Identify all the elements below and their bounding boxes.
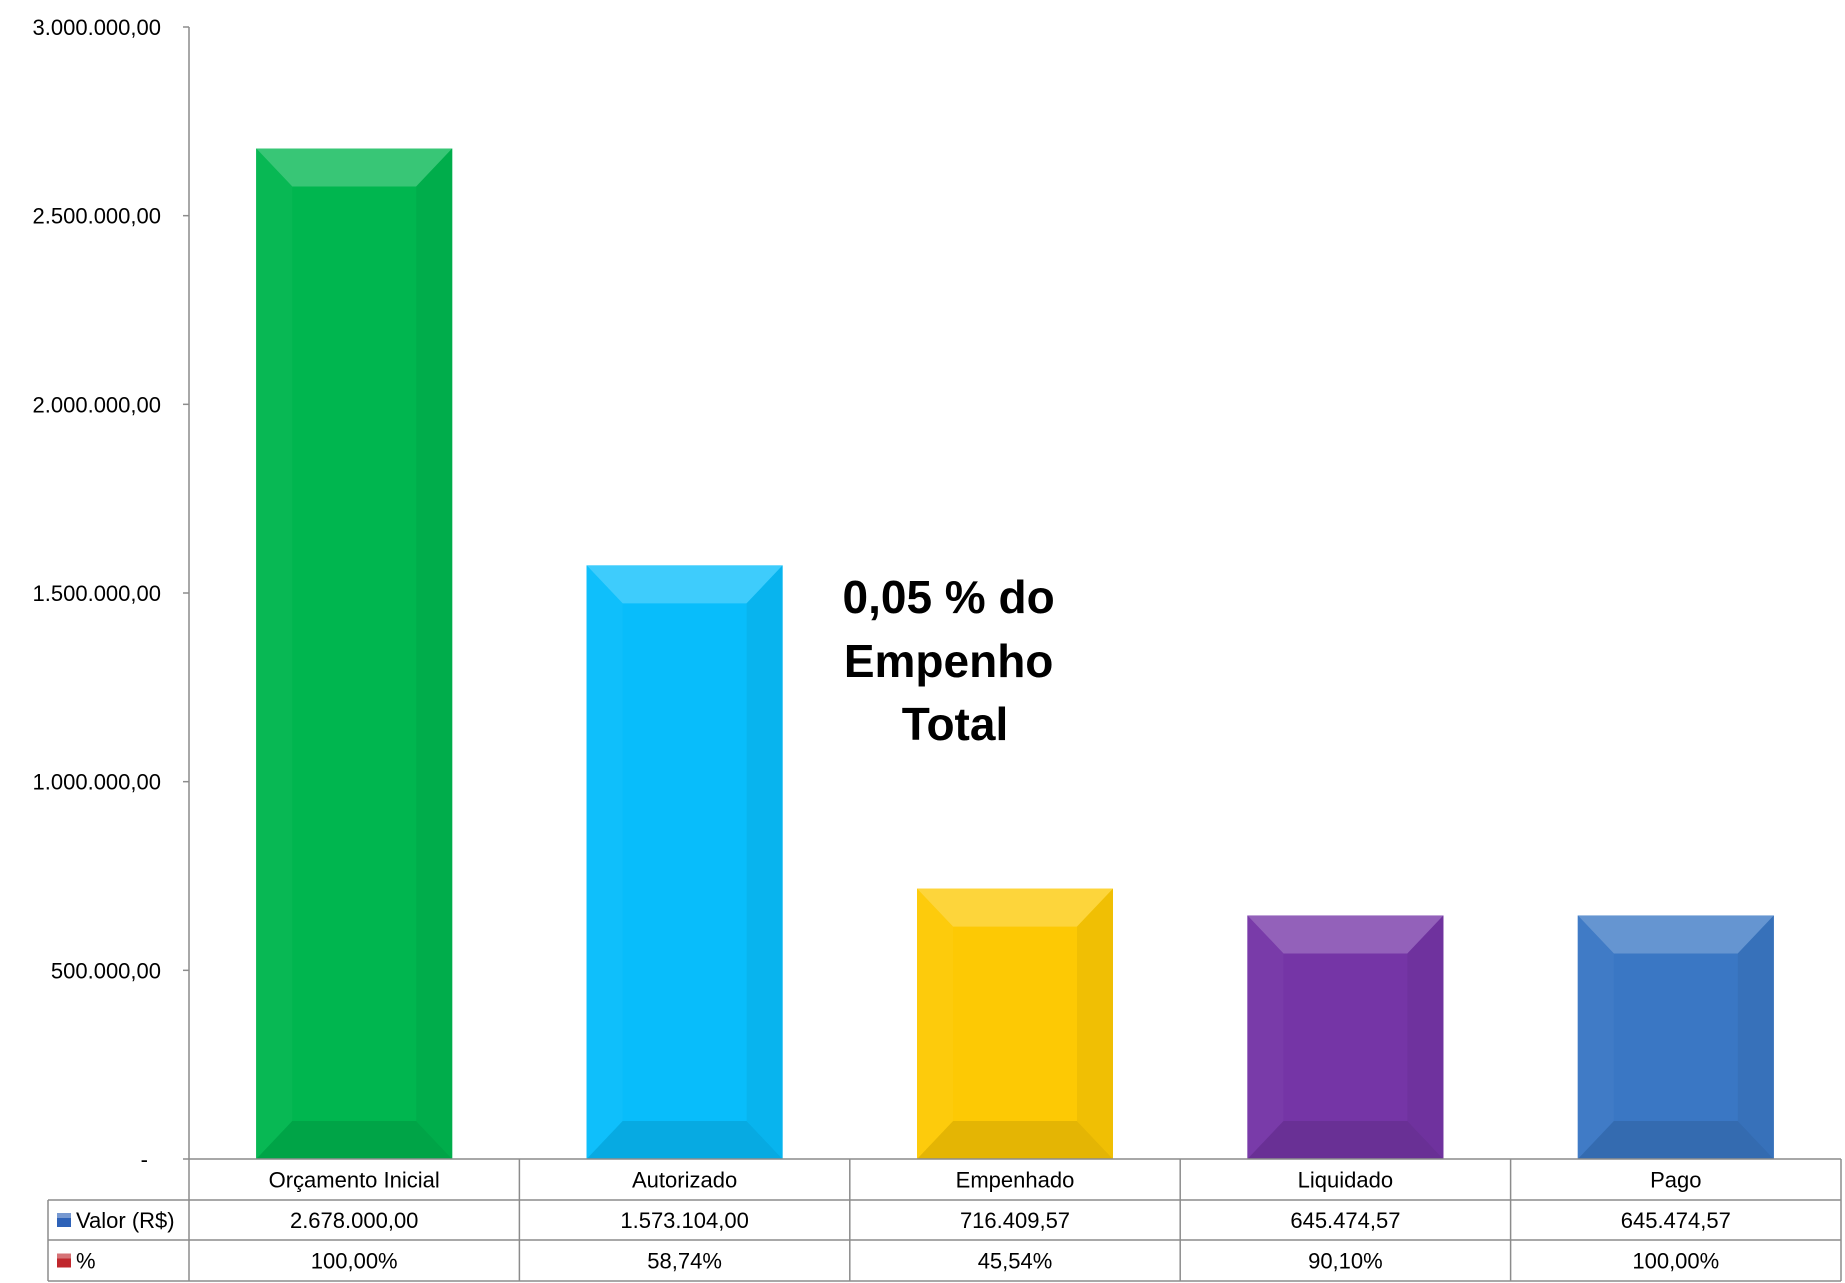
bar	[917, 888, 1113, 1159]
category-label: Orçamento Inicial	[269, 1168, 440, 1193]
bar-bevel-bottom	[917, 1121, 1113, 1159]
legend-key-highlight	[57, 1213, 71, 1218]
y-tick-label: 2.000.000,00	[33, 392, 161, 417]
bar-bevel-left	[586, 565, 623, 1159]
bar-bevel-top	[586, 565, 783, 604]
bar-bevel-top	[917, 888, 1113, 927]
data-label: 58,74%	[647, 1249, 722, 1274]
data-label: 645.474,57	[1290, 1208, 1400, 1233]
data-label: 100,00%	[1632, 1249, 1719, 1274]
annotation-line-3: Total	[902, 698, 1008, 750]
y-tick-label: -	[141, 1147, 148, 1172]
y-tick-label: 3.000.000,00	[33, 15, 161, 40]
bar	[1247, 915, 1444, 1159]
category-label: Empenhado	[956, 1168, 1075, 1193]
y-tick-label: 500.000,00	[51, 958, 161, 983]
annotation-line-2: Empenho	[844, 635, 1054, 687]
bar-bevel-top	[1247, 915, 1444, 954]
annotation-text: 0,05 % do Empenho Total	[843, 571, 1068, 750]
data-label: 90,10%	[1308, 1249, 1383, 1274]
y-tick-label: 1.500.000,00	[33, 581, 161, 606]
bar	[1577, 915, 1774, 1159]
data-table: Orçamento Inicial Autorizado Empenhado Liqu…	[47, 1158, 1842, 1282]
y-axis: - 500.000,00 1.000.000,00 1.500.000,00 2.000…	[33, 15, 190, 1172]
category-label: Liquidado	[1298, 1168, 1393, 1193]
bar-bevel-bottom	[1577, 1121, 1774, 1159]
series-label: %	[76, 1249, 96, 1274]
bar	[586, 565, 783, 1159]
bar-bevel-top	[256, 148, 453, 187]
y-tick-label: 1.000.000,00	[33, 770, 161, 795]
bar-bevel-bottom	[256, 1121, 453, 1159]
category-label: Pago	[1650, 1168, 1701, 1193]
data-label: 1.573.104,00	[620, 1208, 748, 1233]
bar-bevel-right	[746, 565, 783, 1159]
bar-bevel-right	[1737, 915, 1774, 1159]
legend-key-highlight	[57, 1253, 71, 1259]
bar-bevel-right	[1077, 888, 1113, 1159]
data-label: 645.474,57	[1621, 1208, 1731, 1233]
bar	[256, 148, 453, 1159]
bar-bevel-bottom	[586, 1121, 783, 1159]
bar-bevel-right	[1407, 915, 1444, 1159]
series-label: Valor (R$)	[76, 1208, 175, 1233]
bar-bevel-left	[1247, 915, 1284, 1159]
bar-bevel-bottom	[1247, 1121, 1444, 1159]
bar-bevel-left	[256, 148, 293, 1159]
data-label: 2.678.000,00	[290, 1208, 418, 1233]
bar-bevel-top	[1577, 915, 1774, 954]
data-label: 100,00%	[311, 1249, 398, 1274]
y-tick-label: 2.500.000,00	[33, 204, 161, 229]
bar-bevel-left	[1577, 915, 1614, 1159]
bars	[256, 148, 1774, 1159]
annotation-line-1: 0,05 % do	[843, 571, 1055, 623]
data-label: 45,54%	[978, 1249, 1053, 1274]
data-label: 716.409,57	[960, 1208, 1070, 1233]
category-label: Autorizado	[632, 1168, 737, 1193]
bar-bevel-left	[917, 888, 953, 1159]
bar-bevel-right	[416, 148, 453, 1159]
